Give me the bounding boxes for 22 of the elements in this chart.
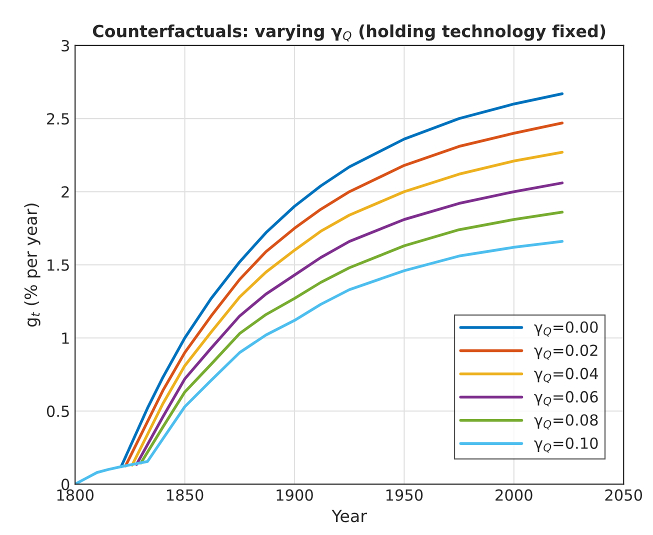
x-tick-label: 1850 — [167, 489, 204, 501]
legend-label: γ$_{Q}$=0.02 — [534, 344, 598, 360]
x-tick-label: 1800 — [57, 489, 94, 501]
chart-title: Counterfactuals: varying γ$_{Q}$ (holding technology fixed) — [92, 24, 606, 42]
y-tick-label: 3 — [62, 40, 70, 52]
legend-label: γ$_{Q}$=0.08 — [534, 414, 598, 430]
x-axis-title: Year — [332, 510, 367, 522]
legend-label: γ$_{Q}$=0.06 — [534, 391, 598, 406]
x-tick-label: 1900 — [276, 489, 313, 501]
x-tick-label: 2050 — [605, 489, 642, 501]
x-tick-label: 1950 — [386, 489, 423, 501]
x-tick-label: 2000 — [496, 489, 532, 501]
y-tick-label: 1 — [62, 332, 69, 344]
y-tick-label: 2.5 — [47, 113, 69, 125]
legend-label: γ$_{Q}$=0.00 — [534, 321, 598, 337]
y-tick-label: 0 — [62, 478, 70, 490]
legend-label: γ$_{Q}$=0.10 — [534, 437, 598, 453]
y-tick-label: 0.5 — [46, 406, 69, 418]
y-axis-title: g$_{t}$ (% per year) — [24, 204, 40, 327]
legend-label: γ$_{Q}$=0.04 — [534, 368, 598, 384]
y-tick-label: 1.5 — [48, 259, 69, 271]
y-tick-label: 2 — [62, 186, 69, 198]
